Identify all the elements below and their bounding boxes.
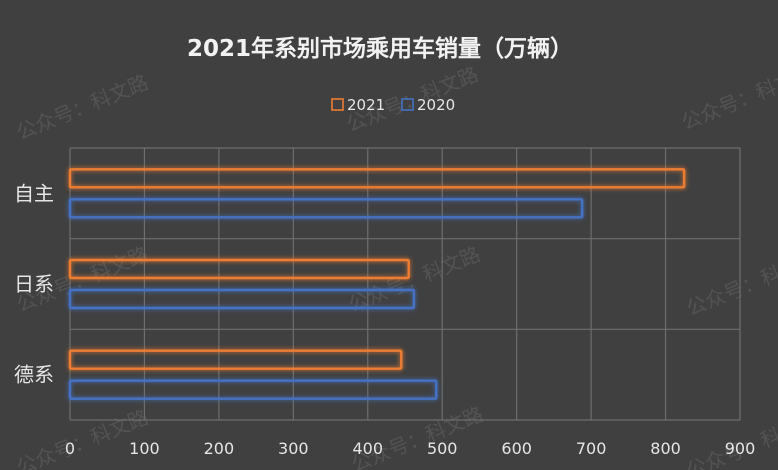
chart-title: 2021年系别市场乘用车销量（万辆） (187, 35, 573, 62)
x-tick-label: 800 (650, 439, 681, 458)
watermark-text: 公众号：科文路 (683, 246, 778, 321)
grid (69, 147, 741, 421)
x-tick-label: 400 (353, 439, 384, 458)
x-tick-label: 500 (427, 439, 458, 458)
watermark-text: 公众号：科文路 (678, 60, 778, 135)
legend: 2021 2020 (331, 96, 455, 114)
x-tick-label: 100 (129, 439, 160, 458)
legend-swatch-2021 (331, 98, 344, 111)
legend-label-2020: 2020 (417, 96, 455, 114)
x-axis-ticks: 0 100 200 300 400 500 600 700 800 900 (65, 439, 755, 458)
bars (68, 168, 686, 400)
x-tick-label: 700 (576, 439, 607, 458)
x-tick-label: 200 (204, 439, 235, 458)
watermark-text: 公众号：科文路 (13, 70, 152, 145)
bar-2021-德系 (68, 349, 403, 370)
bar-2020-日系 (68, 288, 416, 310)
bar-2021-日系 (68, 258, 410, 280)
x-tick-label: 600 (501, 439, 532, 458)
watermark-text: 公众号：科文路 (348, 402, 487, 470)
category-label: 自主 (14, 181, 54, 205)
x-tick-label: 900 (725, 439, 756, 458)
bar-2021-自主 (68, 168, 686, 189)
x-tick-label: 0 (65, 439, 75, 458)
category-label: 德系 (14, 363, 54, 387)
category-label: 日系 (14, 272, 54, 296)
legend-label-2021: 2021 (347, 96, 385, 114)
x-tick-label: 300 (278, 439, 309, 458)
legend-swatch-2020 (401, 98, 414, 111)
bar-2020-自主 (68, 198, 584, 219)
watermark-text: 公众号：科文路 (13, 405, 152, 470)
bar-2020-德系 (68, 379, 438, 400)
